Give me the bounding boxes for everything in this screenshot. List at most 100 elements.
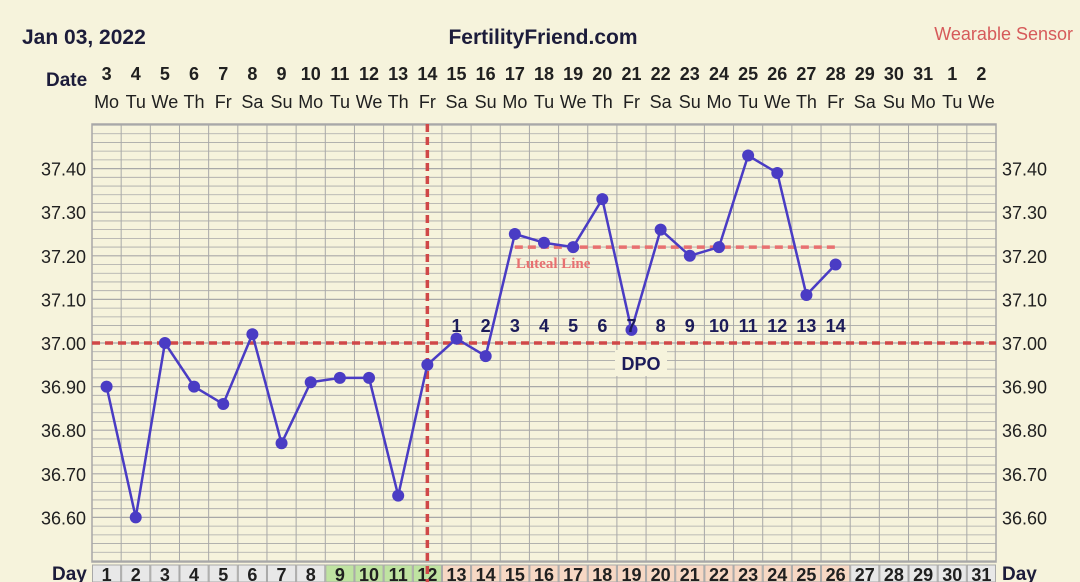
- cycle-day-cell: [325, 564, 355, 582]
- cycle-day-label: 22: [709, 565, 729, 582]
- date-label: 4: [131, 64, 141, 84]
- cycle-day-label: 26: [826, 565, 846, 582]
- dpo-number: 7: [626, 316, 636, 336]
- temperature-point: [683, 249, 696, 262]
- chart-start-date: Jan 03, 2022: [22, 26, 146, 49]
- y-tick-label-right: 37.10: [1002, 290, 1047, 310]
- weekday-label: Tu: [942, 92, 962, 112]
- weekday-label: Th: [796, 92, 817, 112]
- day-row-label-right: Day: [1002, 564, 1037, 582]
- cycle-day-cell: [704, 564, 734, 582]
- cycle-day-cell: [966, 564, 996, 582]
- temperature-point: [596, 193, 609, 206]
- y-tick-label-right: 36.90: [1002, 378, 1047, 398]
- temperature-point: [158, 337, 171, 349]
- chart-grid: [91, 123, 997, 563]
- date-label: 23: [680, 64, 700, 84]
- cycle-day-label: 21: [680, 565, 700, 582]
- cycle-day-label: 20: [651, 565, 671, 582]
- dpo-number: 4: [539, 316, 549, 336]
- date-label: 3: [102, 64, 112, 84]
- date-label: 21: [621, 64, 641, 84]
- temperature-series: [100, 149, 842, 524]
- site-name: FertilityFriend.com: [448, 26, 637, 49]
- y-tick-label-left: 36.70: [41, 465, 86, 485]
- temperature-point: [800, 289, 813, 302]
- cycle-day-label: 2: [131, 565, 141, 582]
- cycle-day-cell: [237, 564, 267, 582]
- weekday-label: Sa: [241, 92, 264, 112]
- cycle-day-cell: [558, 564, 588, 582]
- cycle-day-label: 18: [592, 565, 612, 582]
- weekday-label: We: [560, 92, 587, 112]
- cycle-day-cell: [441, 564, 472, 582]
- cycle-day-cell: [616, 564, 647, 582]
- weekday-label: Mo: [706, 92, 731, 112]
- date-label: 18: [534, 64, 554, 84]
- cycle-day-label: 14: [476, 565, 496, 582]
- cycle-day-cell: [121, 564, 151, 582]
- cycle-day-cell: [383, 564, 413, 582]
- cycle-day-label: 1: [102, 565, 112, 582]
- cycle-day-label: 23: [738, 565, 758, 582]
- reference-lines: Luteal Line: [92, 124, 996, 582]
- date-label: 29: [855, 64, 875, 84]
- dpo-label-background: [615, 350, 667, 376]
- temperature-point: [771, 166, 784, 179]
- cycle-day-cell: [646, 564, 676, 582]
- cycle-day-label: 24: [767, 565, 787, 582]
- date-label: 25: [738, 64, 758, 84]
- date-label: 27: [796, 64, 816, 84]
- y-tick-label-left: 36.90: [41, 378, 86, 398]
- cycle-day-label: 15: [505, 565, 525, 582]
- temperature-point: [712, 241, 725, 254]
- y-tick-label-right: 37.00: [1002, 334, 1047, 354]
- cycle-day-label: 30: [942, 565, 962, 582]
- cycle-day-cell: [908, 564, 938, 582]
- temperature-point: [129, 511, 142, 524]
- cycle-day-label: 29: [913, 565, 933, 582]
- cycle-day-label: 5: [218, 565, 228, 582]
- date-label: 9: [277, 64, 287, 84]
- cycle-day-label: 4: [189, 565, 199, 582]
- y-tick-label-left: 36.60: [41, 508, 86, 528]
- temperature-point: [188, 380, 201, 393]
- weekday-label: We: [764, 92, 791, 112]
- cycle-day-cell: [733, 564, 763, 582]
- weekday-label: Th: [184, 92, 205, 112]
- weekday-label: Mo: [502, 92, 527, 112]
- y-tick-label-left: 37.20: [41, 247, 86, 267]
- weekday-label: Mo: [94, 92, 119, 112]
- temperature-point: [625, 323, 638, 336]
- weekday-label: Sa: [446, 92, 469, 112]
- dpo-number: 8: [656, 316, 666, 336]
- y-tick-label-right: 37.20: [1002, 247, 1047, 267]
- cycle-day-row: 1234567891011121314151617181920212223242…: [92, 564, 996, 582]
- y-tick-label-left: 36.80: [41, 421, 86, 441]
- cycle-day-cell: [208, 564, 238, 582]
- dpo-number: 10: [709, 316, 729, 336]
- cycle-day-cell: [150, 564, 180, 582]
- weekday-label: Tu: [738, 92, 758, 112]
- date-label: 28: [826, 64, 846, 84]
- weekday-label: We: [968, 92, 995, 112]
- chart-labels: 37.40 37.40 37.30 37.30 37.20 37.20 37.10 37.10…: [41, 64, 1047, 528]
- date-label: 15: [447, 64, 467, 84]
- weekday-label: Fr: [419, 92, 436, 112]
- cycle-day-cell: [587, 564, 617, 582]
- weekday-label: Mo: [298, 92, 323, 112]
- cycle-day-cell: [296, 564, 326, 582]
- temperature-point: [567, 241, 580, 254]
- cycle-day-cell: [354, 564, 384, 582]
- date-label: 1: [947, 64, 957, 84]
- temperature-point: [508, 228, 521, 240]
- y-tick-label-left: 37.40: [41, 160, 86, 180]
- temperature-point: [304, 376, 317, 389]
- weekday-label: Fr: [623, 92, 640, 112]
- temperature-point: [829, 258, 842, 271]
- temperature-point: [450, 332, 463, 345]
- weekday-label: Tu: [534, 92, 554, 112]
- dpo-number: 1: [452, 316, 462, 336]
- date-label: 22: [651, 64, 671, 84]
